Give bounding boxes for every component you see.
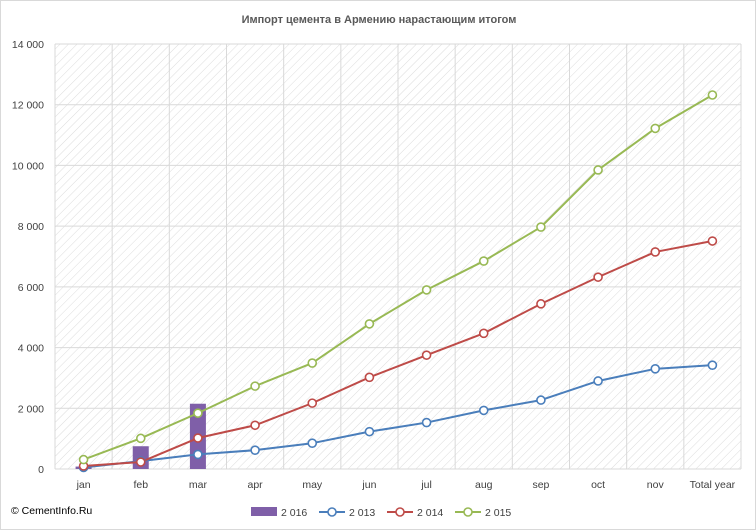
y-tick-label: 8 000 bbox=[18, 221, 44, 233]
legend-swatch bbox=[251, 507, 277, 516]
data-point bbox=[593, 165, 603, 175]
data-point bbox=[536, 222, 546, 232]
legend: 2 016 2 013 2 014 2 015 bbox=[251, 507, 511, 519]
data-point bbox=[307, 398, 318, 408]
x-tick-label: oct bbox=[591, 479, 605, 491]
data-point bbox=[478, 405, 489, 416]
data-point bbox=[421, 350, 432, 360]
y-tick-label: 0 bbox=[38, 464, 44, 476]
data-point bbox=[193, 449, 203, 460]
series-line bbox=[83, 364, 713, 469]
y-tick-label: 4 000 bbox=[18, 343, 44, 355]
series-line bbox=[83, 94, 713, 461]
legend-label: 2 015 bbox=[485, 507, 511, 519]
data-point bbox=[135, 457, 146, 467]
data-point bbox=[250, 381, 260, 391]
x-tick-label: jul bbox=[420, 479, 432, 491]
x-tick-label: may bbox=[302, 479, 323, 491]
data-point bbox=[478, 328, 489, 339]
data-point bbox=[250, 420, 260, 431]
data-point bbox=[707, 90, 718, 100]
y-axis-tick-labels: 0 2 000 4 000 6 000 8 000 10 000 12 000 14 000 bbox=[12, 39, 44, 476]
source-label: © CementInfo.Ru bbox=[11, 505, 92, 517]
data-point bbox=[421, 285, 432, 295]
x-tick-label: sep bbox=[532, 479, 549, 491]
data-point bbox=[478, 256, 489, 266]
line-series bbox=[78, 90, 718, 473]
x-tick-label: jun bbox=[361, 479, 376, 491]
data-point bbox=[193, 433, 203, 443]
data-point bbox=[421, 417, 432, 428]
data-point bbox=[193, 408, 203, 418]
data-point bbox=[707, 236, 718, 246]
y-tick-label: 2 000 bbox=[18, 403, 44, 415]
x-tick-label: feb bbox=[133, 479, 148, 491]
x-tick-label: nov bbox=[647, 479, 665, 491]
data-point bbox=[650, 123, 661, 134]
data-point bbox=[364, 372, 375, 383]
legend-label: 2 016 bbox=[281, 507, 307, 519]
x-tick-label: jan bbox=[76, 479, 91, 491]
legend-label: 2 014 bbox=[417, 507, 443, 519]
y-tick-label: 14 000 bbox=[12, 39, 44, 51]
y-tick-label: 10 000 bbox=[12, 160, 44, 172]
gridlines bbox=[54, 43, 742, 470]
x-tick-label: Total year bbox=[690, 479, 736, 491]
y-tick-label: 12 000 bbox=[12, 100, 44, 112]
legend-swatch-marker bbox=[327, 507, 337, 517]
series-line bbox=[83, 240, 713, 467]
data-point bbox=[78, 454, 89, 465]
x-tick-label: aug bbox=[475, 479, 493, 491]
data-point bbox=[593, 272, 603, 282]
chart-title: Импорт цемента в Армению нарастающим ито… bbox=[242, 14, 517, 26]
data-point bbox=[364, 319, 375, 329]
data-point bbox=[135, 433, 146, 444]
data-point bbox=[593, 376, 603, 386]
data-point bbox=[307, 438, 318, 448]
x-tick-label: mar bbox=[189, 479, 208, 491]
y-tick-label: 6 000 bbox=[18, 282, 44, 294]
data-point bbox=[650, 364, 661, 374]
data-point bbox=[536, 395, 546, 405]
data-point bbox=[364, 426, 375, 437]
data-point bbox=[707, 360, 718, 370]
legend-swatch-marker bbox=[395, 507, 405, 517]
data-point bbox=[250, 445, 260, 455]
x-axis-tick-labels: jan feb mar apr may jun jul aug sep oct nov Total y… bbox=[76, 479, 736, 491]
legend-swatch-marker bbox=[463, 507, 473, 517]
data-point bbox=[650, 247, 661, 257]
data-point bbox=[536, 299, 546, 309]
x-tick-label: apr bbox=[247, 479, 263, 491]
legend-label: 2 013 bbox=[349, 507, 375, 519]
data-point bbox=[307, 358, 318, 368]
